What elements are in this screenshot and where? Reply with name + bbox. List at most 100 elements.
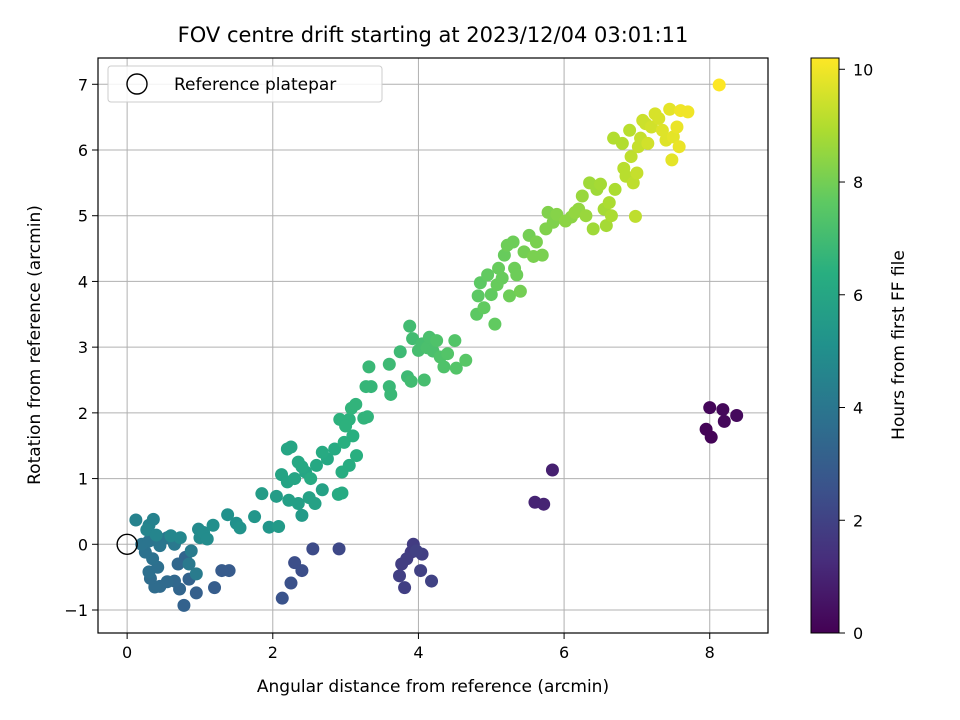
data-point bbox=[269, 489, 283, 503]
colorbar-tick-label: 2 bbox=[853, 511, 863, 530]
data-point bbox=[513, 284, 527, 298]
y-axis-ticks: −1 0 1 2 3 4 5 6 7 bbox=[64, 75, 98, 620]
data-point bbox=[481, 268, 495, 282]
data-point bbox=[510, 268, 524, 282]
data-point bbox=[644, 120, 658, 134]
data-point bbox=[495, 271, 509, 285]
data-point bbox=[284, 440, 298, 454]
y-tick-label: 2 bbox=[78, 404, 88, 423]
data-point bbox=[288, 472, 302, 486]
data-point bbox=[315, 483, 329, 497]
data-point bbox=[149, 528, 163, 542]
data-point bbox=[337, 435, 351, 449]
data-point bbox=[255, 487, 269, 501]
data-point bbox=[665, 153, 679, 167]
data-point bbox=[309, 458, 323, 472]
y-tick-label: 6 bbox=[78, 141, 88, 160]
data-point bbox=[448, 334, 462, 348]
data-point bbox=[129, 513, 143, 527]
data-point bbox=[712, 78, 726, 92]
data-point bbox=[655, 123, 669, 137]
data-point bbox=[221, 508, 235, 522]
data-point bbox=[477, 301, 491, 315]
colorbar: 0 2 4 6 8 10 Hours from first FF file bbox=[810, 57, 909, 643]
data-point bbox=[184, 544, 198, 558]
data-point bbox=[233, 521, 247, 535]
x-axis-label: Angular distance from reference (arcmin) bbox=[257, 677, 609, 697]
data-point bbox=[449, 361, 463, 375]
y-tick-label: 3 bbox=[78, 338, 88, 357]
data-point bbox=[703, 401, 717, 415]
data-point bbox=[602, 196, 616, 210]
data-point bbox=[615, 136, 629, 150]
colorbar-label: Hours from first FF file bbox=[889, 250, 909, 440]
data-point bbox=[284, 576, 298, 590]
x-tick-label: 8 bbox=[705, 643, 715, 662]
colorbar-ticks: 0 2 4 6 8 10 bbox=[839, 60, 873, 643]
data-point bbox=[171, 557, 185, 571]
data-point bbox=[488, 317, 502, 331]
data-point bbox=[393, 569, 406, 583]
data-point bbox=[716, 403, 730, 417]
x-tick-label: 4 bbox=[413, 643, 423, 662]
data-point bbox=[537, 497, 551, 511]
data-point bbox=[502, 289, 516, 303]
data-point bbox=[146, 512, 160, 526]
data-point bbox=[177, 598, 191, 612]
data-point bbox=[626, 176, 640, 190]
data-point bbox=[404, 374, 418, 388]
legend-box bbox=[107, 65, 383, 103]
y-tick-label: 5 bbox=[78, 207, 88, 226]
data-point bbox=[393, 345, 407, 359]
data-point bbox=[306, 542, 320, 556]
legend-marker-reference bbox=[126, 73, 148, 95]
data-point bbox=[608, 182, 622, 196]
data-point bbox=[291, 497, 305, 511]
data-point bbox=[623, 123, 637, 137]
legend-label-reference: Reference platepar bbox=[174, 75, 336, 95]
data-point bbox=[681, 105, 695, 119]
data-point bbox=[630, 166, 644, 180]
data-point bbox=[173, 531, 187, 545]
x-tick-label: 6 bbox=[559, 643, 569, 662]
data-point bbox=[506, 235, 520, 249]
data-point bbox=[409, 544, 423, 558]
colorbar-gradient bbox=[810, 57, 840, 634]
plot-frame bbox=[97, 57, 769, 634]
data-point bbox=[666, 130, 680, 144]
data-points bbox=[116, 78, 744, 612]
data-point bbox=[291, 455, 305, 469]
x-axis-ticks: 0 2 4 6 8 bbox=[122, 633, 715, 662]
y-tick-label: −1 bbox=[64, 601, 88, 620]
data-point bbox=[575, 189, 589, 203]
data-point bbox=[717, 414, 731, 428]
data-point bbox=[248, 510, 262, 524]
data-point bbox=[275, 591, 289, 605]
y-tick-label: 0 bbox=[78, 535, 88, 554]
data-point bbox=[730, 408, 744, 422]
legend: Reference platepar bbox=[107, 65, 383, 103]
data-point bbox=[215, 564, 229, 578]
data-point bbox=[200, 532, 214, 546]
x-tick-label: 2 bbox=[268, 643, 278, 662]
data-point bbox=[395, 557, 409, 571]
grid-lines bbox=[98, 58, 768, 633]
data-point bbox=[360, 410, 374, 424]
data-point bbox=[670, 120, 684, 134]
x-tick-label: 0 bbox=[122, 643, 132, 662]
data-point bbox=[350, 449, 364, 463]
colorbar-tick-label: 0 bbox=[853, 624, 863, 643]
data-point bbox=[417, 373, 431, 387]
data-point bbox=[295, 508, 309, 522]
data-point bbox=[406, 332, 420, 346]
data-point bbox=[315, 445, 329, 459]
chart-title: FOV centre drift starting at 2023/12/04 … bbox=[178, 23, 689, 47]
y-tick-label: 1 bbox=[78, 470, 88, 489]
data-point bbox=[529, 235, 543, 249]
data-point bbox=[328, 442, 342, 456]
data-point bbox=[425, 574, 439, 588]
data-point bbox=[382, 357, 396, 371]
data-point bbox=[335, 486, 349, 500]
data-point bbox=[364, 380, 378, 394]
